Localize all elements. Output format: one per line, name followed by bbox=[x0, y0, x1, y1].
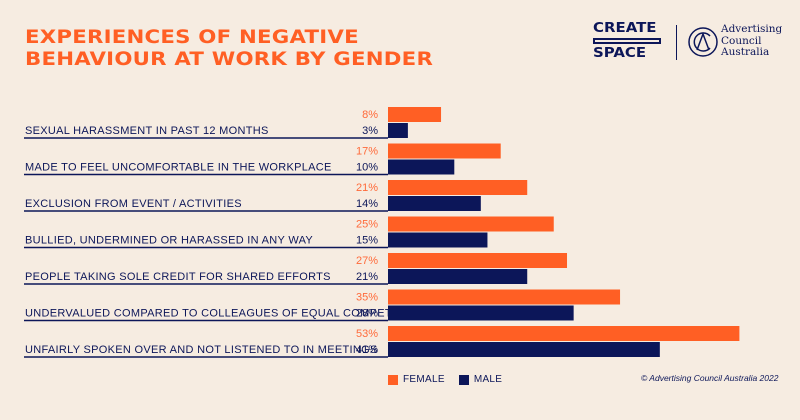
legend-swatch-male bbox=[458, 374, 469, 385]
bar-male bbox=[388, 232, 488, 248]
bar-male bbox=[388, 305, 574, 321]
legend-label-male: MALE bbox=[473, 374, 503, 385]
value-label-male: 10% bbox=[356, 162, 378, 174]
category-label: EXCLUSION FROM EVENT / ACTIVITIES bbox=[25, 198, 242, 210]
bar-female bbox=[388, 216, 554, 232]
value-label-female: 17% bbox=[356, 146, 378, 158]
value-label-male: 41% bbox=[356, 344, 378, 356]
bar-male bbox=[388, 269, 528, 284]
legend-item-male: MALE bbox=[458, 374, 503, 385]
value-label-male: 3% bbox=[362, 125, 378, 137]
bar-female bbox=[388, 180, 528, 195]
bar-female bbox=[388, 253, 568, 268]
legend: FEMALE MALE bbox=[388, 374, 516, 385]
legend-swatch-female bbox=[388, 374, 398, 385]
value-label-male: 21% bbox=[356, 271, 378, 283]
create-space-line-2: SPACE bbox=[593, 46, 647, 61]
council-line-3: Australia bbox=[721, 46, 770, 58]
value-label-female: 25% bbox=[356, 219, 378, 231]
value-label-male: 14% bbox=[356, 198, 378, 210]
bar-male bbox=[388, 196, 481, 211]
title-line-2: BEHAVIOUR AT WORK BY GENDER bbox=[25, 48, 434, 70]
council-line-1: Advertising bbox=[721, 23, 783, 35]
bar-female bbox=[388, 326, 740, 341]
category-label: MADE TO FEEL UNCOMFORTABLE IN THE WORKPL… bbox=[25, 162, 332, 174]
chart-title: EXPERIENCES OF NEGATIVE BEHAVIOUR AT WOR… bbox=[25, 26, 433, 70]
advertising-council-icon bbox=[688, 27, 718, 57]
bar-female bbox=[388, 107, 442, 122]
value-label-female: 53% bbox=[356, 328, 378, 340]
value-label-female: 8% bbox=[362, 109, 378, 121]
value-label-female: 35% bbox=[356, 292, 378, 304]
legend-label-female: FEMALE bbox=[403, 374, 445, 385]
advertising-council-text: Advertising Council Australia bbox=[721, 23, 783, 59]
category-label: UNFAIRLY SPOKEN OVER AND NOT LISTENED TO… bbox=[25, 344, 378, 356]
council-line-2: Council bbox=[721, 34, 762, 47]
bar-male bbox=[388, 342, 660, 357]
create-space-line-1: CREATE bbox=[593, 21, 657, 36]
title-line-1: EXPERIENCES OF NEGATIVE bbox=[25, 26, 359, 48]
logo-divider bbox=[676, 25, 677, 60]
category-label: SEXUAL HARASSMENT IN PAST 12 MONTHS bbox=[25, 125, 269, 137]
logos: CREATE SPACE Advertising Council Austral… bbox=[593, 22, 793, 62]
value-label-male: 28% bbox=[356, 308, 378, 320]
value-label-female: 21% bbox=[356, 182, 378, 194]
category-label: BULLIED, UNDERMINED OR HARASSED IN ANY W… bbox=[25, 235, 313, 247]
bar-female bbox=[388, 289, 621, 305]
bar-male bbox=[388, 159, 455, 175]
category-label: UNDERVALUED COMPARED TO COLLEAGUES OF EQ… bbox=[25, 308, 424, 320]
category-label: PEOPLE TAKING SOLE CREDIT FOR SHARED EFF… bbox=[25, 271, 331, 283]
value-label-female: 27% bbox=[356, 255, 378, 267]
bar-male bbox=[388, 123, 408, 138]
bar-female bbox=[388, 143, 501, 159]
value-label-male: 15% bbox=[356, 235, 378, 247]
copyright: © Advertising Council Australia 2022 bbox=[641, 373, 779, 383]
create-space-bar bbox=[593, 38, 661, 44]
legend-item-female: FEMALE bbox=[388, 374, 445, 385]
